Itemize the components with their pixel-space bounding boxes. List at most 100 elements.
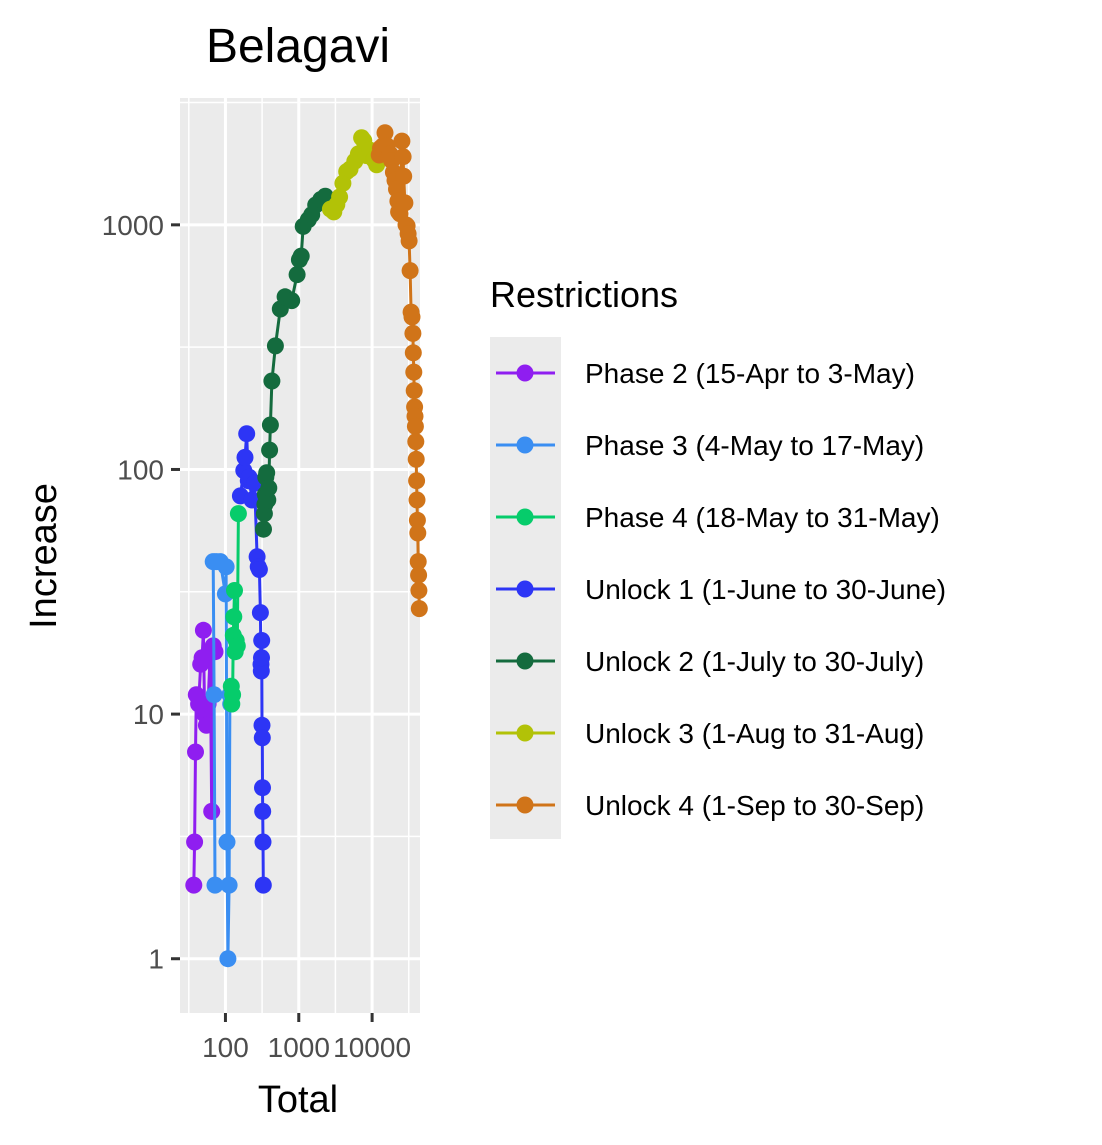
series-line [211,560,233,961]
legend-item: Unlock 3 (1-Aug to 31-Aug) [496,718,924,749]
y-tick-label: 10 [133,699,164,730]
legend: Restrictions Phase 2 (15-Apr to 3-May) Ph… [490,274,946,839]
legend-label: Phase 2 (15-Apr to 3-May) [585,358,915,389]
legend-label: Phase 3 (4-May to 17-May) [585,430,924,461]
data-point [224,686,242,704]
data-point [185,876,203,894]
data-point [376,124,394,142]
series-4 [231,425,272,894]
legend-key-point [516,724,534,742]
legend-title: Restrictions [490,274,678,315]
data-point [197,716,215,734]
legend-key-point [516,364,534,382]
data-point [254,833,272,851]
data-point [253,716,271,734]
data-point [254,876,272,894]
data-point [253,632,271,649]
series-7 [370,124,428,618]
data-point [236,448,254,466]
y-axis-title: Increase [23,483,65,629]
data-point [217,558,235,576]
data-point [409,524,427,542]
data-point [260,479,278,497]
data-point [401,262,419,280]
data-point [403,308,421,326]
data-point [254,779,271,797]
legend-label: Unlock 2 (1-July to 30-July) [585,646,924,677]
data-point [226,582,243,599]
data-point [228,637,246,655]
data-point [396,194,414,212]
legend-key-point [516,580,534,598]
data-point [229,505,247,523]
data-point [225,608,243,626]
data-point [404,344,422,362]
data-point [408,491,426,509]
data-point [206,876,224,894]
data-point [410,566,428,584]
data-point [408,472,426,490]
data-point [394,148,412,166]
data-point [261,441,279,459]
legend-item: Unlock 1 (1-June to 30-June) [496,574,946,605]
y-tick-label: 100 [117,454,164,485]
x-tick-label: 100 [202,1032,249,1063]
data-point [404,324,422,342]
legend-label: Unlock 1 (1-June to 30-June) [585,574,946,605]
data-point [238,425,256,443]
data-point [405,363,423,381]
data-point [406,417,424,435]
data-point [186,833,204,851]
data-point [395,167,413,185]
data-point [393,132,411,150]
data-point [250,561,268,578]
series-layer [185,124,428,968]
data-point [410,600,428,618]
data-point [251,604,269,622]
data-point [410,582,428,599]
data-point [255,520,272,538]
data-point [407,433,425,451]
data-point [252,662,270,680]
data-point [258,464,276,482]
data-point [407,450,425,468]
data-point [253,729,271,747]
data-point [292,247,310,265]
chart-title: Belagavi [206,20,390,73]
legend-label: Phase 4 (18-May to 31-May) [585,502,940,533]
data-point [220,876,238,894]
legend-key-point [516,796,534,814]
data-point [283,292,301,310]
legend-key-point [516,652,534,670]
legend-item: Unlock 4 (1-Sep to 30-Sep) [496,790,924,821]
data-point [331,188,349,206]
y-tick-label: 1 [148,944,164,975]
legend-item: Phase 4 (18-May to 31-May) [496,502,940,533]
data-point [218,833,236,851]
data-point [203,802,221,820]
data-point [288,266,306,284]
legend-key-point [516,436,534,454]
legend-item: Phase 2 (15-Apr to 3-May) [496,358,915,389]
data-point [266,337,284,355]
legend-item: Unlock 2 (1-July to 30-July) [496,646,924,677]
legend-key-point [516,508,534,526]
data-point [187,743,204,761]
data-point [194,621,212,639]
x-axis-title: Total [258,1079,338,1121]
legend-label: Unlock 3 (1-Aug to 31-Aug) [585,718,924,749]
data-point [219,950,237,968]
data-point [408,511,426,529]
series-3 [222,505,247,713]
data-point [254,802,272,820]
legend-label: Unlock 4 (1-Sep to 30-Sep) [585,790,924,821]
data-point [243,491,261,509]
series-5 [255,187,334,538]
data-point [253,649,270,667]
data-point [405,382,423,400]
data-point [261,416,279,434]
data-point [205,686,223,704]
data-point [400,232,418,250]
y-tick-label: 1000 [102,210,164,241]
